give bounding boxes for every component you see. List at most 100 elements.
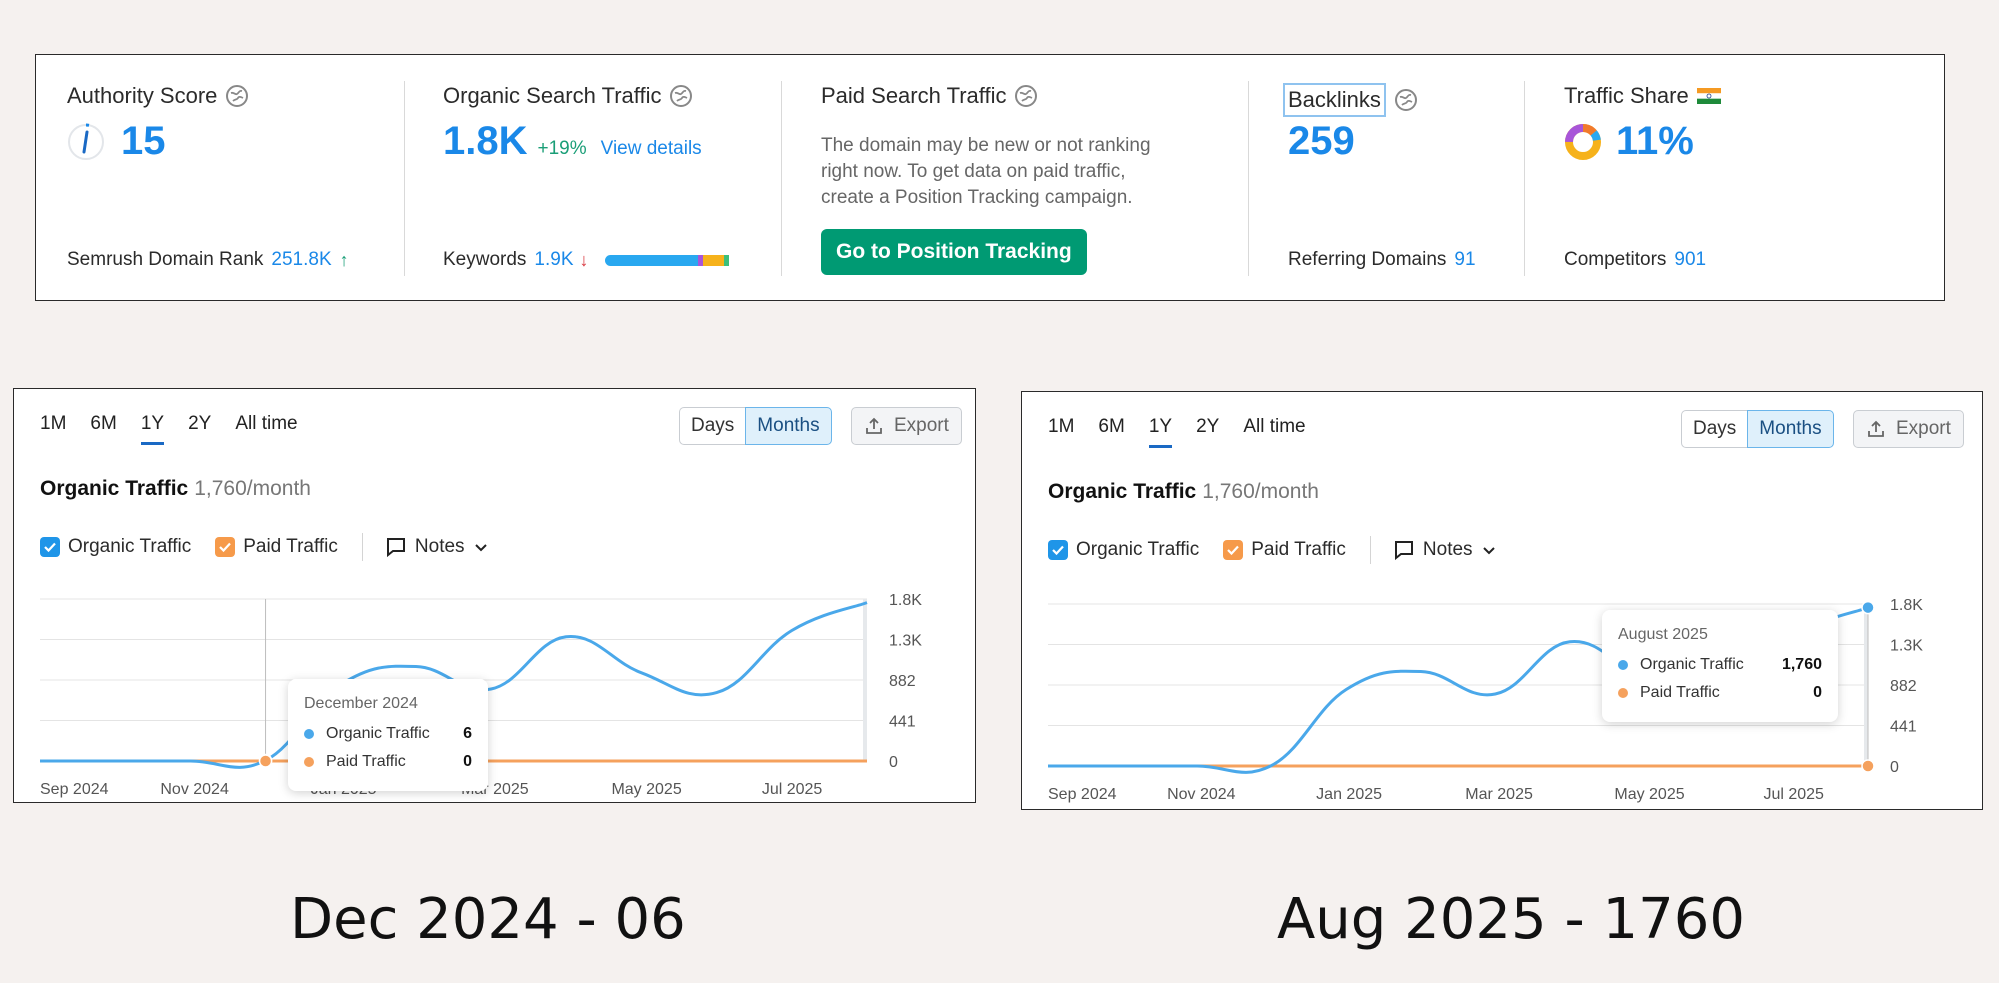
chart-subtitle: 1,760/month: [1202, 480, 1319, 503]
organic-traffic-panel-dec: 1M 6M 1Y 2Y All time Days Months Export Orga…: [13, 388, 976, 803]
tab-6m[interactable]: 6M: [1098, 416, 1125, 437]
export-button[interactable]: Export: [851, 407, 962, 445]
months-toggle[interactable]: Months: [1747, 410, 1834, 448]
paid-traffic-toggle[interactable]: Paid Traffic: [1223, 539, 1346, 561]
chart-title: Organic Traffic 1,760/month: [1048, 480, 1319, 503]
tooltip-organic-row: Organic Traffic 6: [304, 725, 472, 743]
globe-icon[interactable]: [1014, 84, 1038, 108]
x-tick-label: Sep 2024: [1048, 786, 1117, 803]
y-tick-label: 1.3K: [1890, 638, 1923, 655]
backlinks-title-label[interactable]: Backlinks: [1283, 83, 1386, 117]
keyword-distribution-bar[interactable]: [604, 254, 735, 266]
authority-score-title: Authority Score: [67, 83, 249, 109]
globe-icon[interactable]: [1394, 88, 1418, 112]
x-tick-label: Mar 2025: [1465, 786, 1533, 803]
tab-all-time[interactable]: All time: [235, 413, 298, 434]
months-toggle[interactable]: Months: [745, 407, 832, 445]
divider: [1524, 81, 1525, 276]
tab-6m[interactable]: 6M: [90, 413, 117, 434]
y-tick-label: 1.8K: [889, 592, 922, 609]
x-tick-label: May 2025: [1614, 786, 1684, 803]
organic-traffic-toggle[interactable]: Organic Traffic: [40, 536, 191, 558]
organic-dot-icon: [1618, 660, 1628, 670]
chevron-down-icon: [474, 544, 487, 552]
paid-traffic-toggle[interactable]: Paid Traffic: [215, 536, 338, 558]
checkbox-checked-icon[interactable]: [1048, 540, 1068, 560]
backlinks-value[interactable]: 259: [1288, 119, 1355, 163]
keywords-row: Keywords 1.9K ↓: [443, 249, 735, 271]
checkbox-checked-icon[interactable]: [215, 537, 236, 557]
notes-dropdown[interactable]: Notes: [385, 536, 489, 558]
arrow-up-icon: ↑: [339, 249, 349, 270]
tooltip-paid-value: 0: [463, 753, 472, 770]
divider: [1248, 81, 1249, 276]
days-toggle[interactable]: Days: [1681, 410, 1748, 448]
axis-scrollbar[interactable]: [863, 599, 867, 761]
tab-all-time[interactable]: All time: [1243, 416, 1306, 437]
comment-icon: [1394, 541, 1413, 561]
caption-left: Dec 2024 - 06: [290, 887, 686, 952]
tooltip-paid-row: Paid Traffic 0: [304, 753, 472, 771]
axis-scrollbar[interactable]: [1864, 604, 1868, 766]
traffic-share-donut-icon: [1565, 123, 1601, 160]
tab-1y[interactable]: 1Y: [140, 413, 165, 445]
tooltip-paid-row: Paid Traffic 0: [1618, 684, 1822, 702]
tab-2y[interactable]: 2Y: [1196, 416, 1220, 437]
go-to-position-tracking-button[interactable]: Go to Position Tracking: [821, 229, 1087, 275]
x-tick-label: Sep 2024: [40, 781, 109, 798]
keyword-bar-segment: [698, 254, 704, 266]
tab-1m[interactable]: 1M: [1048, 416, 1075, 437]
days-toggle[interactable]: Days: [679, 407, 746, 445]
x-tick-label: Jul 2025: [1763, 786, 1824, 803]
y-tick-label: 441: [1890, 719, 1917, 736]
globe-icon[interactable]: [669, 84, 693, 108]
keyword-bar-segment: [703, 254, 725, 266]
upload-icon: [866, 417, 882, 434]
checkbox-checked-icon[interactable]: [40, 537, 60, 557]
tooltip-title: December 2024: [304, 695, 418, 712]
tooltip-organic-value: 6: [463, 725, 472, 742]
tab-2y[interactable]: 2Y: [188, 413, 212, 434]
competitors-value[interactable]: 901: [1674, 249, 1707, 270]
x-tick-label: Nov 2024: [1167, 786, 1236, 803]
keyword-bar-segment: [604, 254, 699, 266]
paid-dot-icon: [304, 757, 314, 767]
paid-traffic-message: The domain may be new or not ranking rig…: [821, 135, 1151, 208]
organic-traffic-toggle[interactable]: Organic Traffic: [1048, 539, 1199, 561]
traffic-share-title: Traffic Share: [1564, 83, 1721, 109]
authority-score-value-row: 15: [67, 119, 166, 164]
y-tick-label: 0: [889, 754, 898, 771]
divider: [1369, 536, 1371, 564]
export-button[interactable]: Export: [1853, 410, 1964, 448]
highlight-point: [1861, 600, 1875, 615]
tab-1y[interactable]: 1Y: [1148, 416, 1173, 448]
keywords-value[interactable]: 1.9K: [534, 249, 574, 270]
backlinks-title: Backlinks: [1283, 83, 1418, 117]
chart-tooltip: August 2025 Organic Traffic 1,760 Paid T…: [1602, 610, 1838, 722]
traffic-share-value[interactable]: 11%: [1616, 119, 1694, 163]
authority-score-value: 15: [121, 119, 166, 163]
checkbox-checked-icon[interactable]: [1223, 540, 1244, 560]
referring-domains-value[interactable]: 91: [1454, 249, 1476, 270]
tooltip-organic-value: 1,760: [1781, 656, 1822, 673]
time-range-tabs: 1M 6M 1Y 2Y All time: [1048, 416, 1330, 448]
domain-rank-value[interactable]: 251.8K: [271, 249, 332, 270]
notes-dropdown[interactable]: Notes: [1393, 539, 1497, 561]
x-tick-label: Jul 2025: [762, 781, 823, 798]
globe-icon[interactable]: [225, 84, 249, 108]
view-details-link[interactable]: View details: [600, 138, 702, 159]
y-tick-label: 1.3K: [889, 633, 922, 650]
organic-traffic-value[interactable]: 1.8K: [443, 119, 528, 163]
india-flag-icon[interactable]: [1696, 88, 1721, 104]
x-tick-label: Jan 2025: [1316, 786, 1382, 803]
organic-dot-icon: [304, 729, 314, 739]
tab-1m[interactable]: 1M: [40, 413, 67, 434]
keyword-bar-segment: [724, 254, 730, 266]
metrics-bar: Authority Score 15 Semrush Domain Rank 2…: [35, 54, 1945, 301]
divider: [404, 81, 405, 276]
chart-legend: Organic Traffic Paid Traffic Notes: [40, 533, 489, 561]
domain-rank: Semrush Domain Rank 251.8K ↑: [67, 249, 349, 270]
chart-title: Organic Traffic 1,760/month: [40, 477, 311, 500]
